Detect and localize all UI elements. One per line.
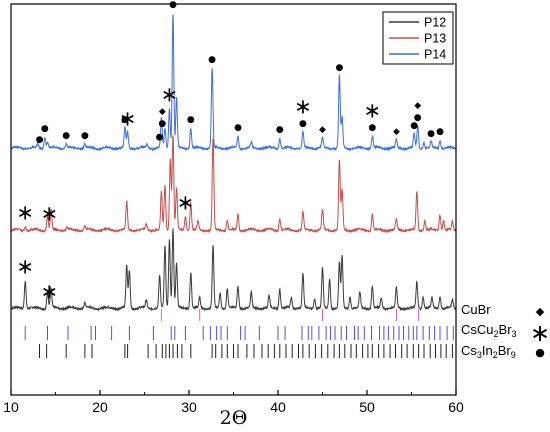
peak-marker: ● xyxy=(234,123,242,133)
reference-ticks-2 xyxy=(39,344,453,358)
x-tick-label: 60 xyxy=(448,399,464,415)
reference-ticks-1 xyxy=(24,326,454,340)
x-axis: 10 20 30 40 50 60 xyxy=(3,390,464,415)
reference-ticks-0 xyxy=(160,309,420,321)
series-layer xyxy=(10,14,457,312)
x-tick-label: 30 xyxy=(181,399,197,415)
peak-marker: ● xyxy=(81,131,89,141)
peak-marker: ● xyxy=(299,119,307,129)
peak-marker: ∗ xyxy=(16,200,34,224)
peak-marker: ◆ xyxy=(159,107,166,117)
peak-marker: ● xyxy=(436,127,444,137)
series-line-p13 xyxy=(10,135,457,234)
legend-items: P12 P13 P14 xyxy=(389,16,446,62)
phase-label: Cs3In2Br9 xyxy=(461,343,516,360)
peak-marker: ∗ xyxy=(40,202,58,226)
phase-marker: ∗ xyxy=(530,319,550,347)
phase-marker: ● xyxy=(535,346,545,359)
x-tick-label: 50 xyxy=(359,399,375,415)
peak-annotations: ●●●●●∗●●◆∗●∗●●●●●∗◆●●∗◆●●◆●●∗∗∗∗∗ xyxy=(16,0,444,303)
peak-marker: ◆ xyxy=(393,127,400,137)
x-tick-label: 20 xyxy=(92,399,108,415)
peak-marker: ∗ xyxy=(363,98,381,122)
phase-marker: ◆ xyxy=(536,305,545,318)
peak-marker: ● xyxy=(62,131,70,141)
reference-patterns xyxy=(24,309,454,358)
series-line-p14 xyxy=(10,14,457,152)
peak-marker: ● xyxy=(410,121,418,131)
series-line-p12 xyxy=(10,228,457,312)
legend: P12 P13 P14 xyxy=(382,11,454,65)
peak-marker: ● xyxy=(368,123,376,133)
peak-marker: ● xyxy=(158,119,166,129)
peak-marker: ∗ xyxy=(16,254,34,278)
peak-marker: ● xyxy=(169,0,177,10)
phase-label: CsCu2Br3 xyxy=(461,322,517,339)
legend-label: P14 xyxy=(424,48,446,62)
peak-marker: ◆ xyxy=(414,101,421,111)
phase-label: CuBr xyxy=(461,302,491,317)
peak-marker: ◆ xyxy=(319,125,326,135)
peak-marker: ∗ xyxy=(177,190,195,214)
x-axis-title: 2Θ xyxy=(220,407,248,429)
peak-marker: ∗ xyxy=(161,82,179,106)
peak-marker: ∗ xyxy=(294,94,312,118)
peak-marker: ● xyxy=(276,125,284,135)
peak-marker: ● xyxy=(41,124,49,134)
peak-marker: ● xyxy=(414,113,422,123)
peak-marker: ● xyxy=(156,133,164,143)
x-tick-label: 10 xyxy=(3,399,19,415)
legend-label: P12 xyxy=(424,16,446,30)
peak-marker: ● xyxy=(335,63,343,73)
x-tick-label: 40 xyxy=(270,399,286,415)
peak-marker: ● xyxy=(36,135,44,145)
peak-marker: ∗ xyxy=(40,279,58,303)
peak-marker: ∗ xyxy=(119,106,137,130)
phase-labels: CuBr ◆ CsCu2Br3 ∗ Cs3In2Br9 ● xyxy=(461,302,550,360)
peak-marker: ● xyxy=(121,115,129,125)
peak-marker: ● xyxy=(187,115,195,125)
legend-label: P13 xyxy=(424,32,446,46)
peak-marker: ● xyxy=(427,129,435,139)
peak-marker: ● xyxy=(208,55,216,65)
